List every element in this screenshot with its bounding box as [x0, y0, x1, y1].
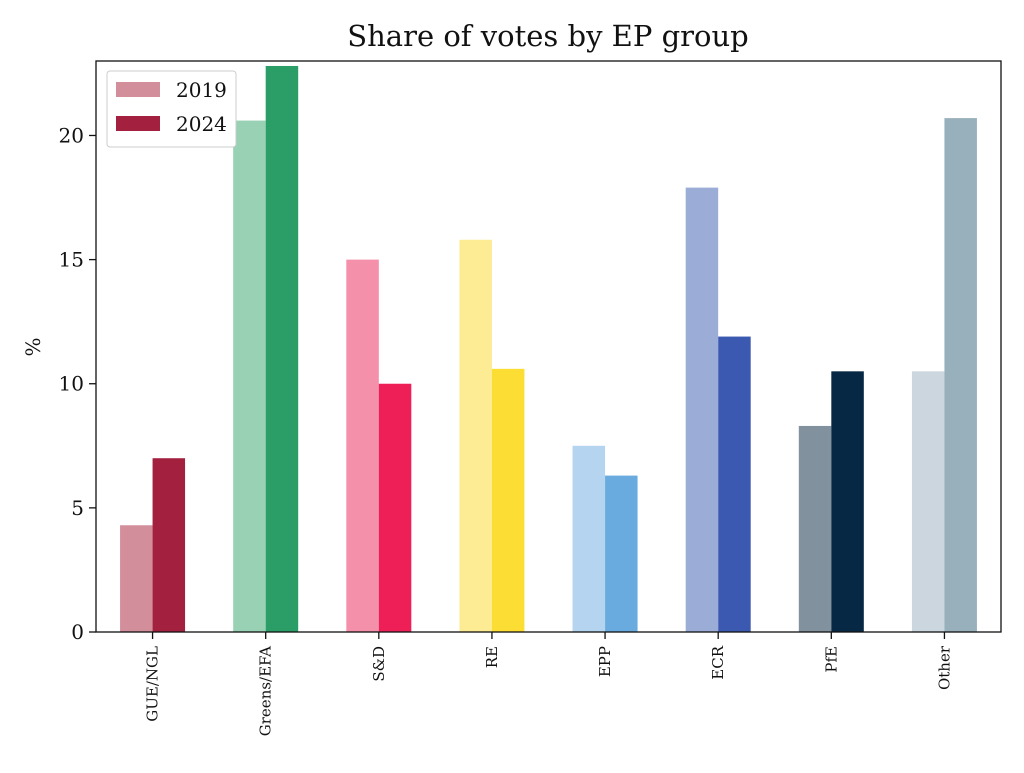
y-tick-label: 10 [59, 372, 84, 396]
bar-2024-gue-ngl [152, 458, 186, 632]
x-tick-label: Other [935, 645, 953, 690]
bar-2019-greens-efa [233, 120, 266, 632]
bar-2024-other [944, 118, 977, 633]
bar-2024-re [491, 368, 525, 632]
legend-swatch-2024 [116, 116, 160, 131]
bar-2024-greens-efa [265, 65, 299, 633]
bar-2019-gue-ngl [120, 525, 153, 632]
bar-2019-other [911, 371, 945, 632]
bar-2019-epp [572, 445, 606, 632]
x-tick-label: EPP [596, 646, 614, 677]
bars-layer [120, 65, 977, 633]
x-tick-label: GUE/NGL [144, 646, 162, 722]
y-axis-ticks: 0 5 10 15 20 [59, 123, 96, 644]
bar-2019-re [459, 239, 492, 632]
bar-2024-ecr [718, 336, 751, 632]
x-tick-label: ECR [709, 645, 727, 679]
y-tick-label: 20 [59, 123, 84, 147]
bar-2019-s-d [346, 259, 379, 632]
legend: 2019 2024 [106, 70, 237, 148]
legend-label-2024: 2024 [176, 112, 227, 136]
bar-2019-ecr [685, 187, 719, 632]
x-tick-label: RE [483, 646, 501, 668]
x-axis-ticks: GUE/NGL Greens/EFA S&D RE EPP ECR PfE Other [144, 632, 953, 736]
bar-2024-epp [605, 475, 638, 632]
x-tick-label: PfE [822, 646, 840, 673]
y-tick-label: 15 [59, 248, 84, 272]
plot-frame [95, 60, 1002, 633]
x-tick-label: S&D [370, 646, 388, 682]
x-tick-label: Greens/EFA [257, 646, 275, 736]
bar-2024-s-d [378, 383, 412, 632]
y-tick-label: 5 [71, 496, 84, 520]
legend-label-2019: 2019 [176, 78, 227, 102]
chart-title: Share of votes by EP group [347, 19, 748, 53]
bar-2024-pfe [831, 371, 864, 632]
bar-2019-pfe [798, 425, 832, 632]
y-axis-label: % [21, 337, 45, 356]
y-tick-label: 0 [71, 620, 84, 644]
legend-swatch-2019 [116, 82, 160, 97]
